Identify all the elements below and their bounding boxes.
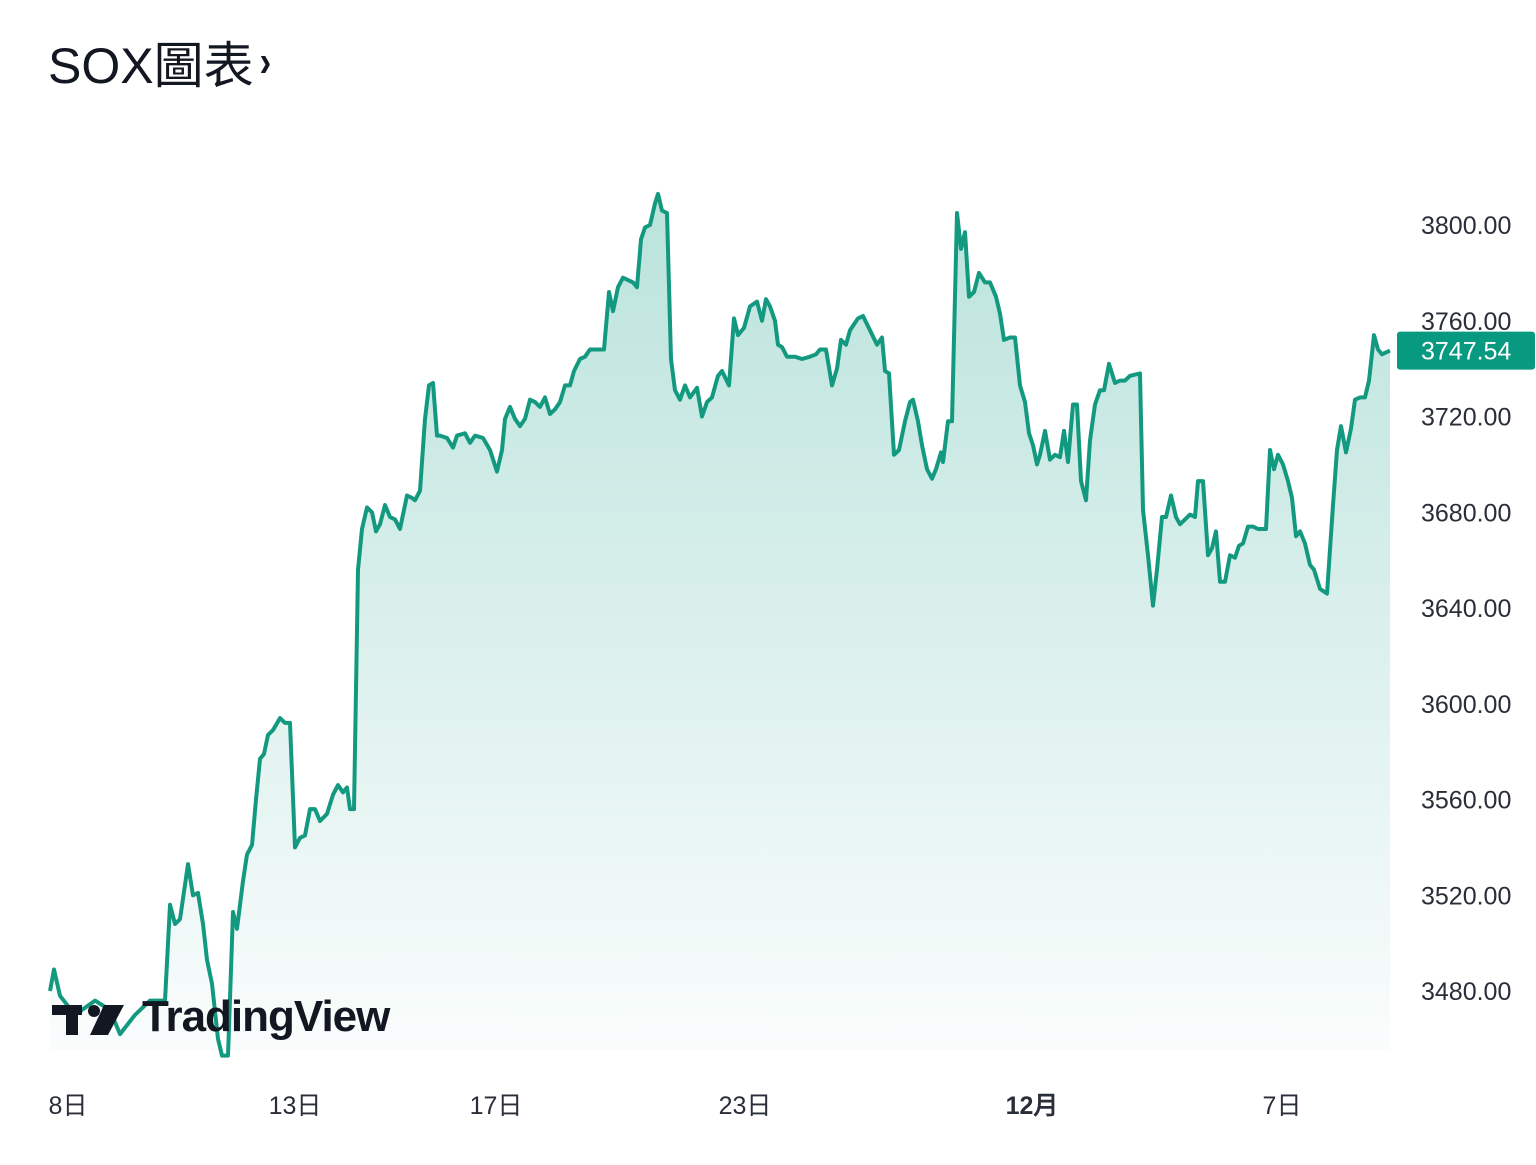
- tradingview-logo-text: TradingView: [142, 992, 390, 1041]
- price-line: [48, 191, 1391, 1058]
- y-tick-label: 3480.00: [1421, 978, 1511, 1006]
- tradingview-logo[interactable]: TradingView: [50, 992, 390, 1042]
- y-tick-label: 3760.00: [1421, 308, 1511, 336]
- y-axis: 3480.00 3520.00 3560.00 3600.00 3640.00 3680.…: [1421, 212, 1511, 1006]
- x-tick-label: 17日: [470, 1092, 523, 1120]
- x-tick-label: 12月: [1006, 1092, 1059, 1120]
- price-area-fill: [50, 193, 1390, 1056]
- x-tick-label: 13日: [269, 1092, 322, 1120]
- y-tick-label: 3520.00: [1421, 882, 1511, 910]
- tradingview-logo-icon: [52, 1005, 124, 1035]
- y-tick-label: 3680.00: [1421, 499, 1511, 527]
- chevron-right-icon: ›: [259, 37, 271, 86]
- x-axis: 8日 13日 17日 23日 12月 7日: [49, 1092, 1302, 1120]
- y-tick-label: 3600.00: [1421, 691, 1511, 719]
- last-price-label: 3747.54: [1397, 331, 1535, 370]
- y-tick-label: 3800.00: [1421, 212, 1511, 240]
- y-tick-label: 3720.00: [1421, 404, 1511, 432]
- x-tick-label: 7日: [1263, 1092, 1302, 1120]
- chart-title: SOX圖表: [48, 38, 254, 94]
- y-tick-label: 3640.00: [1421, 595, 1511, 623]
- last-price-value: 3747.54: [1421, 338, 1511, 366]
- x-tick-label: 8日: [49, 1092, 88, 1120]
- chart-title-link[interactable]: SOX圖表 ›: [48, 26, 272, 98]
- y-tick-label: 3560.00: [1421, 787, 1511, 815]
- x-tick-label: 23日: [719, 1092, 772, 1120]
